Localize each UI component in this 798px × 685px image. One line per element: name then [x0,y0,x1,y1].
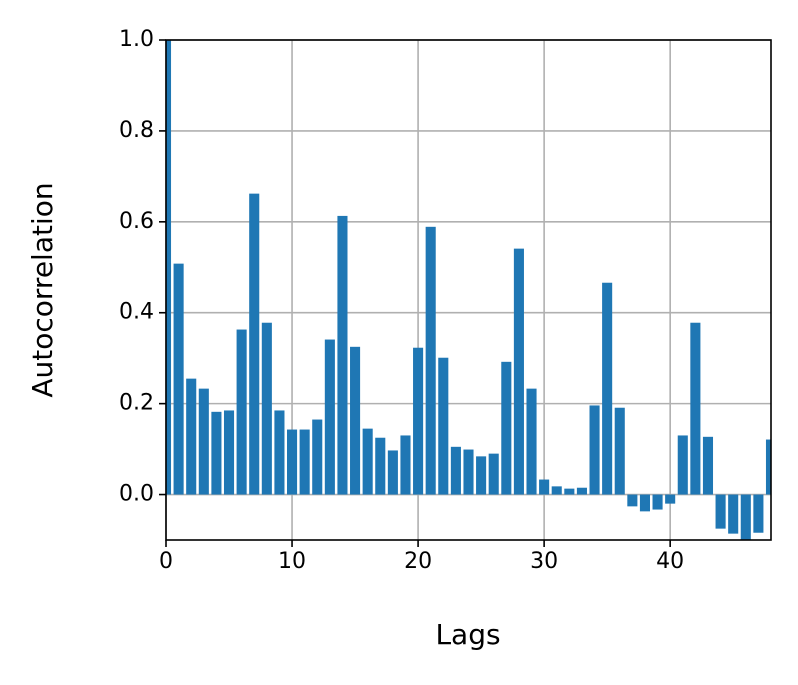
x-tick-label: 20 [404,549,432,574]
bar [249,193,260,495]
bar [173,263,184,495]
y-tick-label: 0.0 [119,482,154,507]
bars [166,40,771,540]
x-axis-label: Lags [435,618,500,651]
y-tick-label: 1.0 [119,27,154,52]
bar [287,429,298,495]
bar [740,494,751,540]
bar [450,446,461,495]
x-tick-label: 0 [159,549,173,574]
bar [677,435,688,495]
bar [614,407,625,495]
bar [362,428,373,495]
bar [715,494,726,529]
bar [425,226,436,495]
bar [223,410,235,495]
bar [589,405,600,495]
bar [261,322,272,495]
bar [488,453,499,495]
y-tick-label: 0.6 [119,209,154,234]
bar [211,411,222,495]
bar [463,449,474,495]
bar [627,494,638,507]
plot-frame [165,39,772,541]
bar [652,494,663,510]
bar [337,215,348,495]
bar [728,494,739,534]
bar [513,248,524,495]
bar [702,436,714,495]
bar [639,494,650,512]
y-tick-label: 0.2 [119,391,154,416]
bar [400,435,411,495]
bar [324,339,335,495]
bar [274,410,285,495]
x-tick-label: 10 [278,549,306,574]
bar [765,439,771,495]
bar [350,346,361,495]
bar [375,437,386,495]
bar [576,487,587,495]
bar [564,488,575,495]
bar [753,494,764,533]
bar [299,429,310,495]
bar [526,388,537,495]
bar [438,357,449,495]
bar [501,361,512,495]
y-tick-label: 0.8 [119,118,154,143]
x-tick-label: 40 [656,549,684,574]
y-axis-label: Autocorrelation [26,182,59,397]
y-tick-label: 0.4 [119,300,154,325]
bar [690,322,701,495]
bar [551,486,562,495]
bar [198,388,209,495]
bar [665,494,676,504]
axes: 0.0 0.2 0.4 0.6 0.8 1.0 0 10 20 30 40 [119,27,772,574]
bar [236,329,247,495]
bar [166,40,172,495]
bar [476,456,487,495]
bar [413,347,424,495]
bar [387,450,398,495]
x-tick-label: 30 [530,549,558,574]
bar [312,419,323,495]
bar [602,282,613,495]
bar [186,378,197,495]
bar [539,479,550,495]
